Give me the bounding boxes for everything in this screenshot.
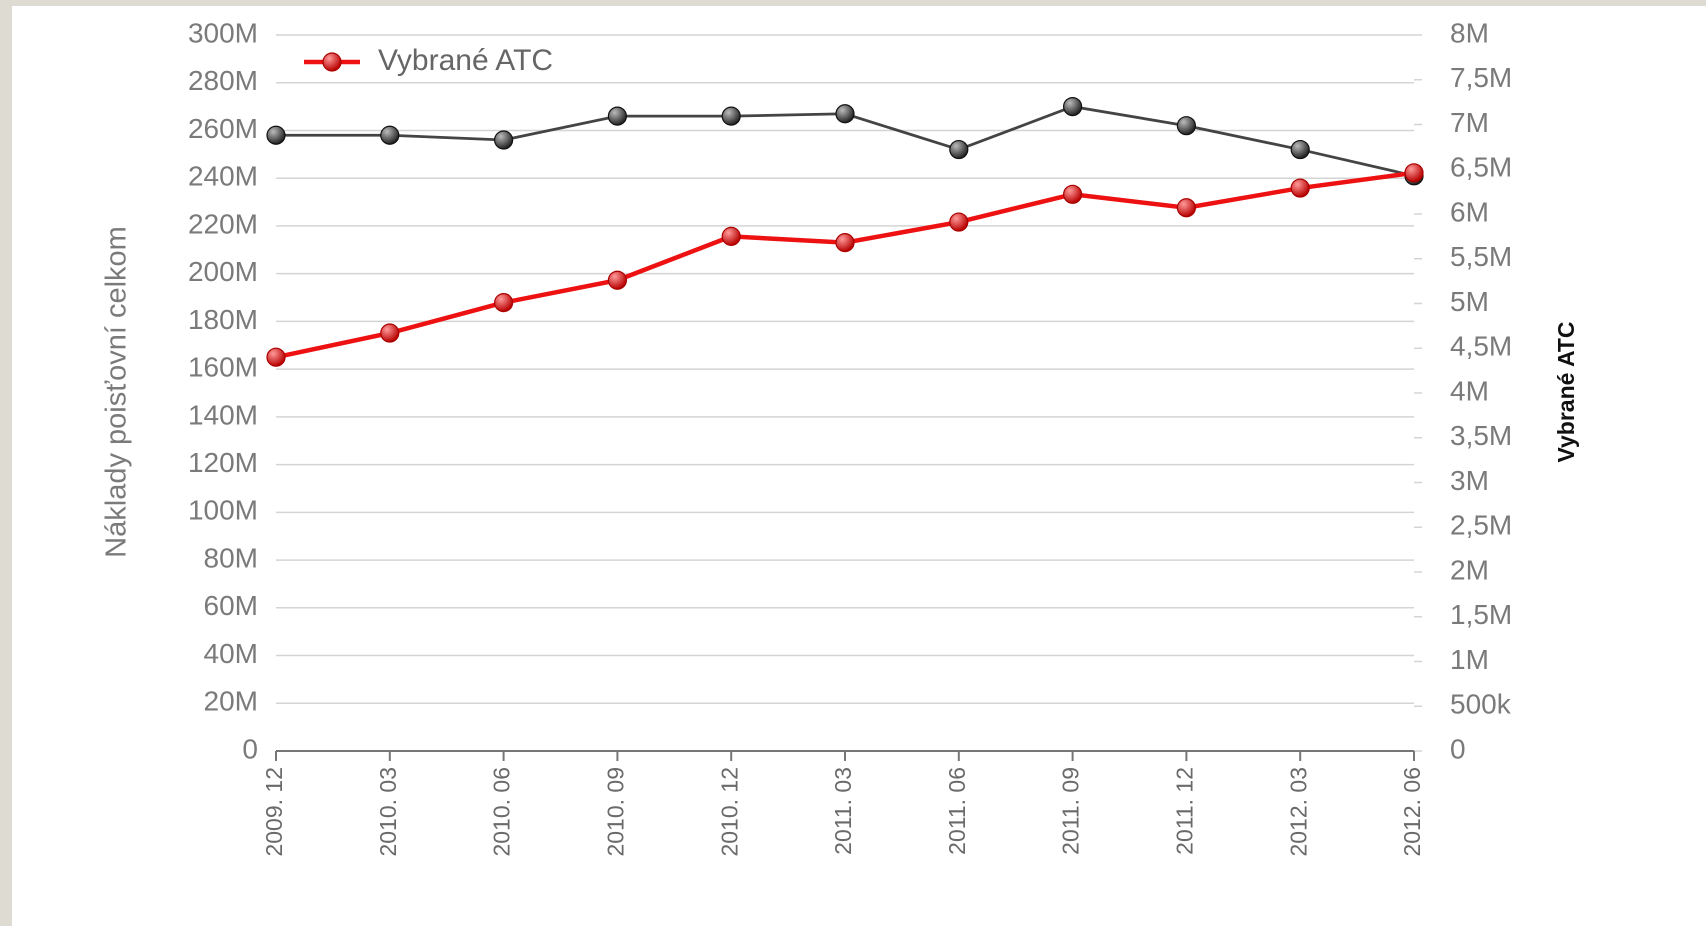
y-tick-label: 60M [204,590,258,621]
y-tick-label: 0 [242,733,258,764]
data-point [835,104,855,124]
data-point [1290,178,1310,198]
data-point [494,293,514,313]
y-tick-label: 260M [188,113,258,144]
y2-tick-label: 3,5M [1450,420,1512,451]
x-tick-label: 2010. 03 [375,767,401,857]
y2-tick-label: 6,5M [1450,152,1512,183]
x-tick-label: 2009. 12 [261,767,287,857]
y-tick-label: 180M [188,304,258,335]
x-tick-label: 2011. 12 [1171,767,1197,855]
y2-tick-label: 6M [1450,196,1489,227]
y-tick-label: 20M [204,686,258,717]
data-point [494,130,514,150]
frame-edge [0,0,1706,6]
y2-tick-label: 1M [1450,644,1489,675]
y-tick-label: 280M [188,65,258,96]
y-tick-label: 120M [188,447,258,478]
y2-axis-title: Vybrané ATC [1553,321,1579,462]
legend-label: Vybrané ATC [378,44,553,77]
y2-tick-label: 2,5M [1450,510,1512,541]
y-tick-label: 200M [188,256,258,287]
data-point [721,226,741,246]
y2-tick-label: 2M [1450,554,1489,585]
y2-tick-label: 7,5M [1450,62,1512,93]
data-point [1062,184,1083,204]
y2-tick-label: 1,5M [1450,599,1512,630]
x-tick-label: 2012. 06 [1399,767,1425,857]
data-point [1290,139,1310,160]
data-point [607,106,628,126]
data-point [1176,198,1197,218]
y-tick-label: 300M [188,17,258,48]
x-tick-label: 2010. 12 [716,767,742,857]
data-point [1404,163,1424,183]
y2-tick-label: 0 [1450,733,1466,764]
y2-tick-label: 5,5M [1450,241,1512,272]
y2-tick-label: 7M [1450,107,1489,138]
y2-tick-label: 8M [1450,17,1489,48]
data-point [380,125,400,145]
y-tick-label: 220M [188,208,258,239]
data-point [1176,116,1197,136]
y2-tick-label: 500k [1450,689,1512,720]
x-tick-label: 2010. 09 [602,767,628,857]
data-point [380,323,400,343]
y-tick-label: 240M [188,161,258,192]
legend-marker [322,52,342,72]
data-point [266,347,286,367]
y-tick-label: 40M [204,638,258,669]
x-tick-label: 2011. 06 [944,767,970,855]
x-tick-label: 2012. 03 [1285,767,1311,857]
y-tick-label: 80M [204,542,258,573]
x-tick-label: 2011. 09 [1058,767,1084,855]
data-point [835,233,855,253]
y2-tick-label: 5M [1450,286,1489,317]
x-tick-label: 2010. 06 [489,767,515,857]
y2-tick-label: 4M [1450,375,1489,406]
y2-tick-label: 4,5M [1450,331,1512,362]
frame-edge [0,0,12,926]
y-axis-title: Náklady poisťovní celkom [101,226,133,558]
x-tick-label: 2011. 03 [830,767,856,855]
data-point [266,125,286,145]
series-line [275,170,1415,360]
data-point [1062,96,1083,117]
data-point [949,139,969,160]
data-point [607,270,628,290]
y-tick-label: 160M [188,352,258,383]
data-point [949,212,969,232]
y2-tick-label: 3M [1450,465,1489,496]
data-point [721,106,741,126]
y-tick-label: 140M [188,399,258,430]
y-tick-label: 100M [188,495,258,526]
